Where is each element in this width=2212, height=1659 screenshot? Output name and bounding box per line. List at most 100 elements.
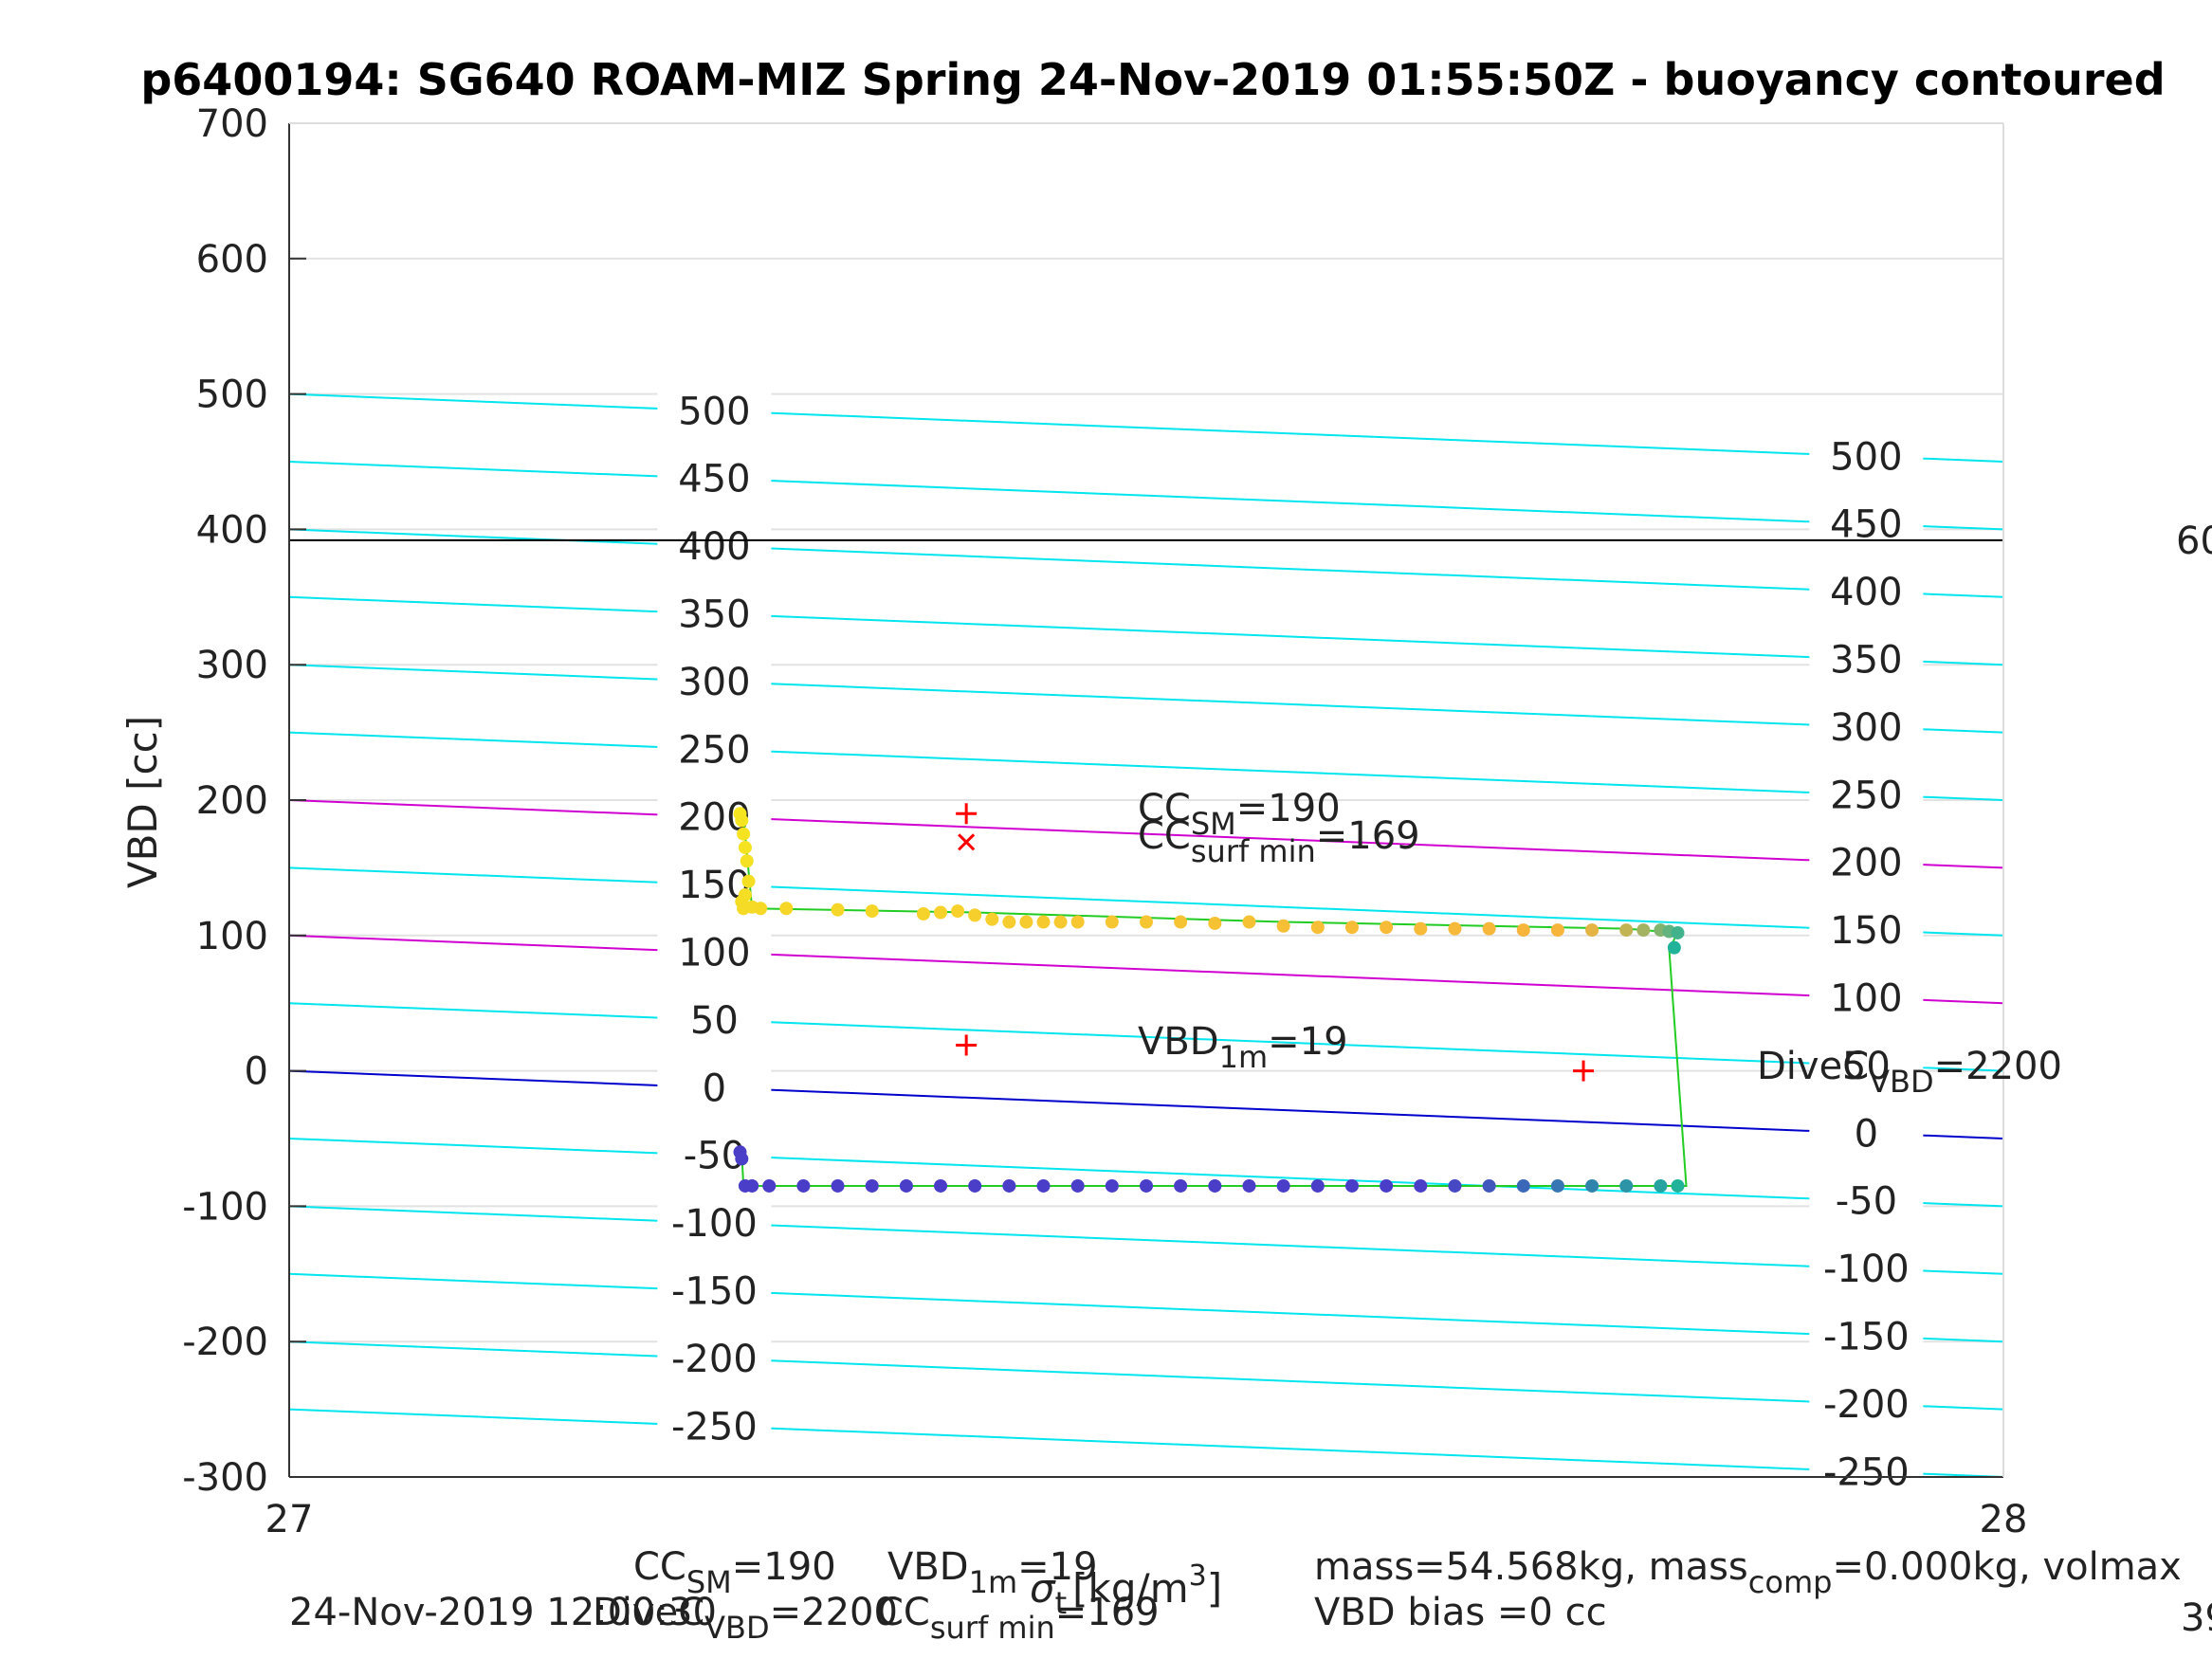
dive-point xyxy=(1208,1178,1222,1193)
climb-point xyxy=(865,904,879,919)
contour-line xyxy=(288,866,2004,937)
climb-point xyxy=(737,827,751,841)
contour-line xyxy=(288,1138,2004,1208)
contour-line xyxy=(288,392,2004,463)
contour-label-bg xyxy=(657,797,772,838)
contour-label-bg xyxy=(1809,1114,1924,1155)
contour-line xyxy=(288,1069,2004,1139)
climb-point xyxy=(1019,915,1033,929)
contour-label-right: 500 xyxy=(1830,435,1902,479)
dive-point xyxy=(865,1178,879,1193)
contour-label-bg xyxy=(1809,1384,1924,1425)
climb-point xyxy=(1380,921,1394,935)
contour-label-left: -200 xyxy=(671,1338,758,1381)
contour-line xyxy=(288,461,2004,531)
dive-track-layer xyxy=(740,816,1688,1187)
dive-point xyxy=(1516,1178,1530,1193)
dive-point xyxy=(1448,1178,1462,1193)
contour-label-bg xyxy=(657,1068,772,1109)
annotation-dive-c-vbd: DiveCVBD=2200 xyxy=(1757,1045,2062,1100)
contour-label-right: 250 xyxy=(1830,774,1902,817)
contour-label-bg xyxy=(657,527,772,568)
dive-point xyxy=(1550,1178,1564,1193)
climb-point xyxy=(1482,921,1496,936)
plus-marker xyxy=(1573,1060,1595,1082)
dive-point xyxy=(1671,1178,1685,1193)
contour-label-bg xyxy=(1809,1452,1924,1493)
contour-label-left: 500 xyxy=(678,390,750,433)
contour-label-bg xyxy=(657,662,772,702)
contour-label-bg xyxy=(657,594,772,635)
dive-point xyxy=(1140,1178,1153,1193)
marker-layer xyxy=(956,803,1595,1082)
contour-line xyxy=(288,1408,2004,1478)
climb-point xyxy=(1036,915,1051,929)
y-tick-label: 700 xyxy=(196,102,268,146)
climb-point xyxy=(951,904,965,919)
plus-marker xyxy=(956,1034,978,1056)
y-tick-label: 200 xyxy=(196,779,268,823)
dive-point xyxy=(968,1178,982,1193)
contour-label-bg xyxy=(1809,1181,1924,1222)
contour-label-left: 50 xyxy=(690,999,739,1043)
contour-label-right: 100 xyxy=(1830,976,1902,1020)
dive-point xyxy=(735,1152,749,1166)
contour-label-right: 150 xyxy=(1830,909,1902,953)
climb-point xyxy=(741,874,756,888)
y-axis-label: VBD [cc] xyxy=(119,716,166,888)
climb-point xyxy=(968,908,982,922)
climb-point xyxy=(740,854,754,868)
dive-track xyxy=(740,816,1688,1187)
climb-point xyxy=(1070,915,1085,929)
dive-point xyxy=(899,1178,913,1193)
x-marker xyxy=(958,833,976,851)
y-tick-label: 300 xyxy=(196,644,268,687)
contour-label-bg xyxy=(1809,504,1924,545)
annotation-vbd-1m: VBD1m=19 xyxy=(1138,1020,1348,1075)
contour-label-bg xyxy=(1809,775,1924,816)
contour-label-right: -200 xyxy=(1823,1383,1910,1427)
dive-point xyxy=(1310,1178,1325,1193)
dive-point xyxy=(762,1178,777,1193)
footer: CCSM=190 VBD1m=19 σt [kg/m3] mass=54.568k… xyxy=(289,1545,2182,1646)
climb-point xyxy=(738,840,752,854)
dive-point xyxy=(1585,1178,1600,1193)
climb-point xyxy=(1585,923,1600,938)
contour-label-left: -250 xyxy=(671,1405,758,1449)
svg-text:CCsurf min=169: CCsurf min=169 xyxy=(1138,814,1420,869)
dive-point xyxy=(1105,1178,1119,1193)
annotation-cc-sm: CCSM=190 xyxy=(1138,787,1341,842)
points-layer xyxy=(733,807,1685,1193)
dive-point xyxy=(831,1178,845,1193)
dive-point xyxy=(1380,1178,1394,1193)
climb-point xyxy=(1619,923,1634,938)
contour-label-right: 350 xyxy=(1830,638,1902,682)
dive-point xyxy=(1654,1178,1668,1193)
svg-text:DiveCVBD=2200: DiveCVBD=2200 xyxy=(1757,1045,2062,1100)
dive-point xyxy=(1344,1178,1359,1193)
contour-label-right: 300 xyxy=(1830,706,1902,750)
contour-label-bg xyxy=(657,1271,772,1312)
climb-point xyxy=(1140,915,1153,929)
climb-point xyxy=(1516,923,1530,938)
climb-point xyxy=(1174,915,1188,929)
footer-dive-c-vbd: DiveCVBD=2200 xyxy=(593,1591,898,1646)
contour-line xyxy=(288,1340,2004,1411)
x-tick-label: 27 xyxy=(265,1498,314,1541)
contour-line xyxy=(288,1002,2004,1072)
contour-label-left: 250 xyxy=(678,728,750,772)
contour-label-right: 0 xyxy=(1855,1112,1878,1156)
climb-point xyxy=(1671,925,1685,939)
footer-vbd-1m: VBD1m=19 xyxy=(887,1545,1098,1600)
contour-label-bg xyxy=(657,1136,772,1176)
dive-point xyxy=(934,1178,948,1193)
climb-point xyxy=(1414,921,1428,936)
climb-point xyxy=(779,902,794,916)
contour-label-bg xyxy=(1809,911,1924,952)
contour-label-left: 100 xyxy=(678,932,750,975)
dive-point xyxy=(1002,1178,1016,1193)
contour-layer: 500450400350300250200150100500-50-100-15… xyxy=(288,390,2004,1494)
contour-label-left: 0 xyxy=(703,1066,726,1110)
contour-label-left: 400 xyxy=(678,525,750,569)
right-edge-label-1: 60 xyxy=(2176,520,2212,563)
